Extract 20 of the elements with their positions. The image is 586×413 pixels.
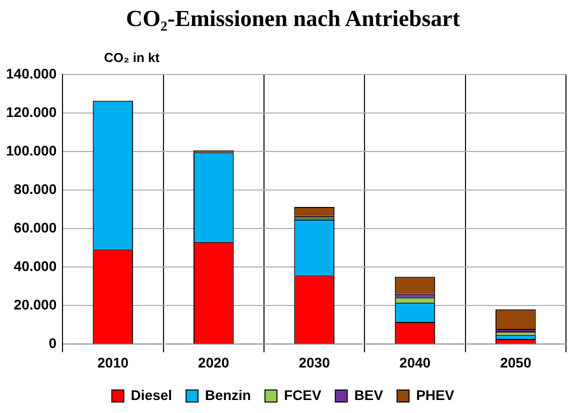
x-tick-label: 2040 bbox=[399, 354, 431, 370]
legend-label: Benzin bbox=[205, 386, 251, 403]
y-tick-label: 140.000 bbox=[6, 65, 57, 82]
y-tick-label: 120.000 bbox=[6, 104, 57, 120]
legend-label: FCEV bbox=[284, 386, 322, 403]
y-tick-label: 20.000 bbox=[14, 296, 57, 313]
legend-label: PHEV bbox=[416, 386, 455, 403]
x-tick-label: 2050 bbox=[500, 354, 532, 370]
y-tick-label: 100.000 bbox=[6, 142, 57, 158]
x-tick-label: 2020 bbox=[198, 354, 230, 370]
legend-label: Diesel bbox=[130, 386, 172, 403]
y-tick-label: 60.000 bbox=[14, 219, 57, 236]
y-tick-label: 0 bbox=[48, 335, 57, 352]
x-tick-label: 2030 bbox=[298, 354, 330, 370]
y-tick-label: 80.000 bbox=[14, 180, 57, 197]
x-tick-label: 2010 bbox=[97, 354, 129, 370]
y-tick-label: 40.000 bbox=[14, 258, 57, 274]
legend-label: BEV bbox=[354, 386, 384, 403]
y-axis-title: CO₂ in kt bbox=[104, 50, 160, 65]
chart-title: CO₂-Emissionen nach Antriebsart bbox=[124, 6, 462, 32]
